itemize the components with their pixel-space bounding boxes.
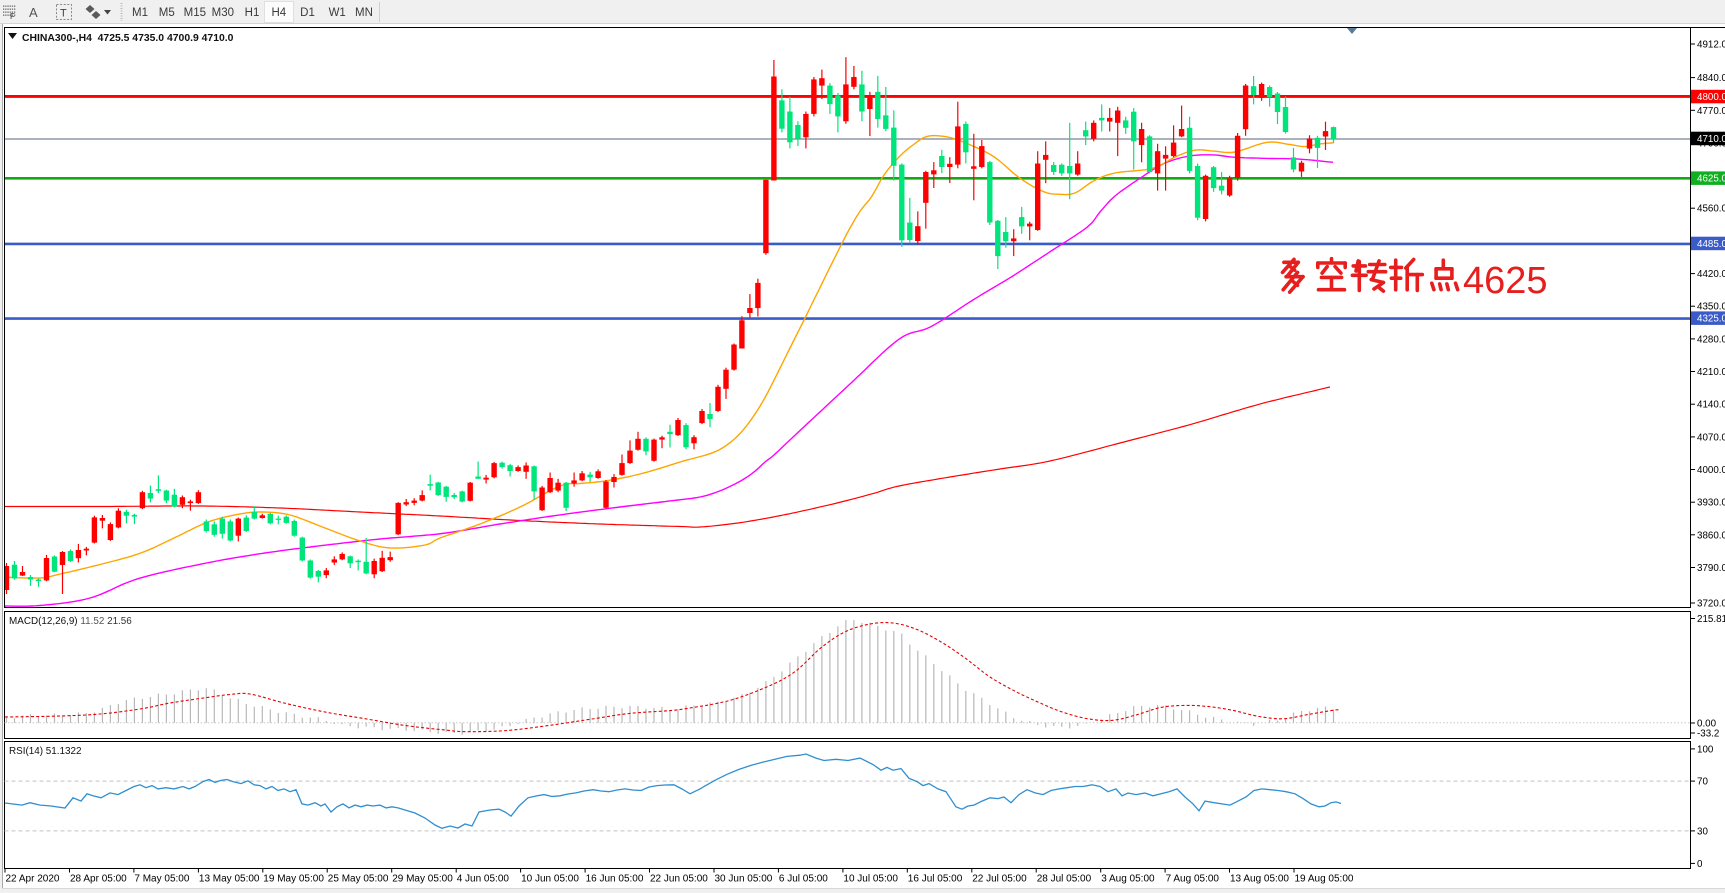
svg-text:M1: M1 bbox=[132, 7, 148, 19]
svg-text:M15: M15 bbox=[184, 7, 206, 19]
svg-text:215.81: 215.81 bbox=[1697, 614, 1725, 625]
svg-text:4710.0: 4710.0 bbox=[1697, 134, 1725, 145]
svg-text:19 May 05:00: 19 May 05:00 bbox=[263, 874, 324, 885]
svg-text:H4: H4 bbox=[271, 7, 286, 19]
svg-text:3720.0: 3720.0 bbox=[1697, 599, 1725, 610]
svg-text:30 Jun 05:00: 30 Jun 05:00 bbox=[715, 874, 773, 885]
svg-text:4070.0: 4070.0 bbox=[1697, 432, 1725, 443]
svg-text:CHINA300-,H4 4725.5 4735.0 47: CHINA300-,H4 4725.5 4735.0 4700.9 4710.0 bbox=[22, 33, 234, 44]
svg-text:A: A bbox=[29, 5, 38, 20]
svg-text:4770.0: 4770.0 bbox=[1697, 106, 1725, 117]
svg-text:4280.0: 4280.0 bbox=[1697, 334, 1725, 345]
svg-text:10 Jul 05:00: 10 Jul 05:00 bbox=[843, 874, 898, 885]
svg-text:16 Jun 05:00: 16 Jun 05:00 bbox=[586, 874, 644, 885]
svg-text:-33.2: -33.2 bbox=[1697, 729, 1719, 740]
svg-text:4420.0: 4420.0 bbox=[1697, 269, 1725, 280]
svg-text:T: T bbox=[60, 8, 67, 20]
svg-text:D1: D1 bbox=[300, 7, 315, 19]
svg-text:4625: 4625 bbox=[1463, 260, 1548, 302]
svg-text:100: 100 bbox=[1697, 744, 1714, 755]
svg-text:3790.0: 3790.0 bbox=[1697, 563, 1725, 574]
svg-text:W1: W1 bbox=[329, 7, 346, 19]
svg-text:3 Aug 05:00: 3 Aug 05:00 bbox=[1101, 874, 1155, 885]
svg-text:RSI(14) 51.1322: RSI(14) 51.1322 bbox=[9, 746, 81, 757]
svg-text:22 Jun 05:00: 22 Jun 05:00 bbox=[650, 874, 708, 885]
svg-text:4840.0: 4840.0 bbox=[1697, 73, 1725, 84]
svg-text:M5: M5 bbox=[159, 7, 175, 19]
svg-text:70: 70 bbox=[1697, 777, 1708, 788]
svg-text:0.00: 0.00 bbox=[1697, 719, 1717, 730]
svg-text:4912.0: 4912.0 bbox=[1697, 40, 1725, 51]
svg-text:7 Aug 05:00: 7 Aug 05:00 bbox=[1166, 874, 1220, 885]
svg-text:7 May 05:00: 7 May 05:00 bbox=[134, 874, 189, 885]
svg-text:22 Apr 2020: 22 Apr 2020 bbox=[6, 874, 60, 885]
svg-text:29 May 05:00: 29 May 05:00 bbox=[392, 874, 453, 885]
svg-text:13 Aug 05:00: 13 Aug 05:00 bbox=[1230, 874, 1289, 885]
svg-text:4625.0: 4625.0 bbox=[1697, 174, 1725, 185]
svg-text:19 Aug 05:00: 19 Aug 05:00 bbox=[1295, 874, 1354, 885]
svg-text:6 Jul 05:00: 6 Jul 05:00 bbox=[779, 874, 828, 885]
svg-text:3930.0: 3930.0 bbox=[1697, 498, 1725, 509]
svg-text:30: 30 bbox=[1697, 826, 1708, 837]
svg-text:H1: H1 bbox=[245, 7, 260, 19]
svg-text:4350.0: 4350.0 bbox=[1697, 302, 1725, 313]
svg-text:3860.0: 3860.0 bbox=[1697, 530, 1725, 541]
svg-text:0: 0 bbox=[1697, 859, 1703, 870]
svg-text:M30: M30 bbox=[212, 7, 234, 19]
svg-text:F: F bbox=[10, 12, 15, 21]
svg-text:4800.0: 4800.0 bbox=[1697, 92, 1725, 103]
svg-text:4000.0: 4000.0 bbox=[1697, 465, 1725, 476]
svg-text:16 Jul 05:00: 16 Jul 05:00 bbox=[908, 874, 963, 885]
svg-text:10 Jun 05:00: 10 Jun 05:00 bbox=[521, 874, 579, 885]
svg-text:28 Jul 05:00: 28 Jul 05:00 bbox=[1037, 874, 1092, 885]
svg-text:4325.0: 4325.0 bbox=[1697, 314, 1725, 325]
svg-text:MACD(12,26,9) 11.52 21.56: MACD(12,26,9) 11.52 21.56 bbox=[9, 616, 132, 627]
svg-text:4140.0: 4140.0 bbox=[1697, 400, 1725, 411]
svg-text:4485.0: 4485.0 bbox=[1697, 239, 1725, 250]
svg-text:MN: MN bbox=[355, 7, 373, 19]
svg-text:4 Jun 05:00: 4 Jun 05:00 bbox=[457, 874, 510, 885]
svg-text:13 May 05:00: 13 May 05:00 bbox=[199, 874, 260, 885]
svg-text:22 Jul 05:00: 22 Jul 05:00 bbox=[972, 874, 1027, 885]
svg-text:25 May 05:00: 25 May 05:00 bbox=[328, 874, 389, 885]
svg-text:28 Apr 05:00: 28 Apr 05:00 bbox=[70, 874, 127, 885]
svg-text:4560.0: 4560.0 bbox=[1697, 204, 1725, 215]
svg-text:4210.0: 4210.0 bbox=[1697, 367, 1725, 378]
